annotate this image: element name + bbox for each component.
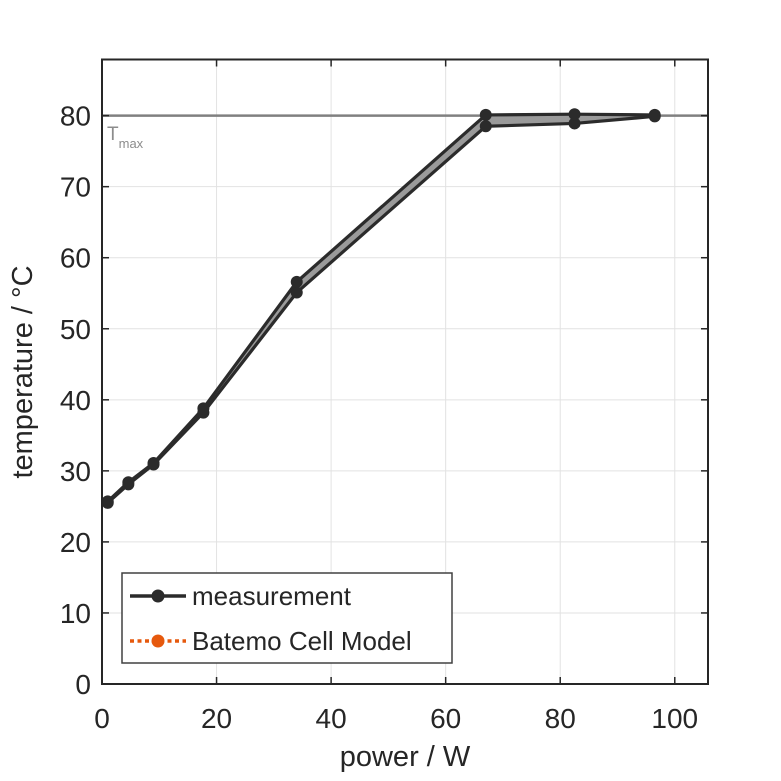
x-tick-label: 80 bbox=[545, 703, 576, 734]
series-batemo-cell-model bbox=[106, 114, 655, 505]
legend-label-batemo: Batemo Cell Model bbox=[192, 626, 412, 656]
legend-marker-measurement-icon bbox=[151, 589, 165, 603]
legend-item-batemo-cell-model: Batemo Cell Model bbox=[130, 626, 412, 656]
legend-marker-batemo-icon bbox=[151, 634, 165, 648]
y-tick-label: 0 bbox=[75, 669, 91, 700]
y-tick-label: 40 bbox=[60, 385, 91, 416]
x-axis-label: power / W bbox=[340, 741, 471, 773]
legend-label-measurement: measurement bbox=[192, 581, 352, 611]
series-measurement bbox=[106, 112, 655, 503]
y-tick-label: 20 bbox=[60, 527, 91, 558]
plot-border bbox=[101, 58, 709, 685]
series-batemo-cell-model-marker bbox=[290, 286, 303, 299]
y-tick-label: 60 bbox=[60, 243, 91, 274]
series-measurement-marker bbox=[122, 476, 135, 489]
x-tick-label: 40 bbox=[316, 703, 347, 734]
series-batemo-cell-model-marker bbox=[568, 117, 581, 130]
series-band bbox=[107, 114, 655, 503]
y-tick-label: 80 bbox=[60, 101, 91, 132]
x-tick-label: 60 bbox=[430, 703, 461, 734]
x-tick-label: 0 bbox=[94, 703, 110, 734]
series-measurement-marker bbox=[147, 457, 160, 470]
axis-layer bbox=[101, 58, 709, 685]
y-tick-label: 70 bbox=[60, 172, 91, 203]
legend-item-measurement: measurement bbox=[130, 581, 352, 611]
legend: measurement Batemo Cell Model bbox=[121, 572, 453, 664]
y-axis-label: temperature / °C bbox=[7, 265, 39, 478]
series-measurement-marker bbox=[101, 495, 114, 508]
y-tick-label: 30 bbox=[60, 456, 91, 487]
series-measurement-marker bbox=[648, 108, 661, 121]
y-tick-label: 50 bbox=[60, 314, 91, 345]
x-tick-label: 20 bbox=[201, 703, 232, 734]
series-layer bbox=[101, 108, 661, 509]
series-measurement-marker bbox=[568, 108, 581, 121]
series-batemo-cell-model-marker bbox=[479, 120, 492, 133]
x-tick-label: 100 bbox=[651, 703, 698, 734]
series-measurement-marker bbox=[479, 108, 492, 121]
tick-label-layer: 0 20 40 60 80 100 0 10 20 30 40 50 60 70 80 bbox=[60, 101, 698, 734]
series-measurement-marker bbox=[197, 402, 210, 415]
series-measurement-marker bbox=[290, 275, 303, 288]
tmax-label: Tmax bbox=[107, 124, 144, 151]
legend-box bbox=[121, 572, 453, 664]
y-tick-label: 10 bbox=[60, 598, 91, 629]
